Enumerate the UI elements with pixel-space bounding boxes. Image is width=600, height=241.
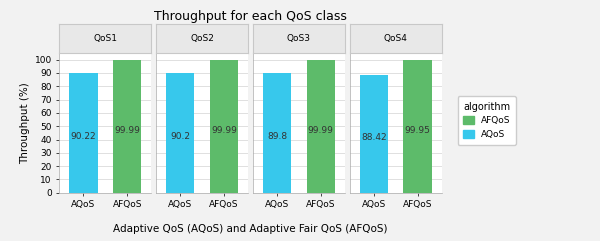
Bar <box>263 73 291 193</box>
Y-axis label: Throughput (%): Throughput (%) <box>20 82 31 164</box>
Text: Throughput for each QoS class: Throughput for each QoS class <box>154 10 347 23</box>
Text: QoS1: QoS1 <box>94 34 118 43</box>
Bar <box>166 73 194 193</box>
Bar <box>359 75 388 193</box>
Text: 99.99: 99.99 <box>115 126 140 135</box>
Bar <box>403 60 432 193</box>
Text: 90.2: 90.2 <box>170 132 190 141</box>
Bar <box>69 73 98 193</box>
Bar <box>210 60 238 193</box>
Text: 99.95: 99.95 <box>404 126 430 135</box>
Text: 99.99: 99.99 <box>211 126 237 135</box>
Text: 90.22: 90.22 <box>71 132 96 141</box>
Bar <box>307 60 335 193</box>
Text: QoS4: QoS4 <box>383 34 407 43</box>
Text: Adaptive QoS (AQoS) and Adaptive Fair QoS (AFQoS): Adaptive QoS (AQoS) and Adaptive Fair Qo… <box>113 224 388 234</box>
Text: 88.42: 88.42 <box>361 133 386 142</box>
Text: 89.8: 89.8 <box>267 132 287 141</box>
Text: QoS3: QoS3 <box>287 34 311 43</box>
Text: QoS2: QoS2 <box>190 34 214 43</box>
Text: 99.99: 99.99 <box>308 126 334 135</box>
Bar <box>113 60 142 193</box>
Legend: AFQoS, AQoS: AFQoS, AQoS <box>458 96 516 145</box>
